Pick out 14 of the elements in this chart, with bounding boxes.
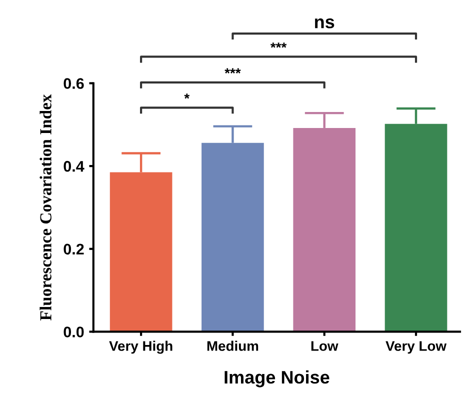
annotation: * [184, 94, 190, 99]
y-axis-title: Fluorescence Covariation Index [40, 94, 52, 320]
y-tick-label: 0.6 [64, 78, 84, 89]
x-axis-title: Image Noise [224, 370, 330, 388]
y-tick-label: 0.4 [64, 160, 84, 172]
x-tick-label: Medium [207, 340, 258, 351]
y-tick-label: 0.0 [64, 326, 84, 338]
x-tick-label: Very High [109, 340, 172, 354]
y-tick-label: 0.2 [64, 244, 84, 255]
text: ns [315, 18, 334, 28]
text: *** [224, 68, 241, 74]
x-tick-label: Low [311, 341, 338, 351]
text: *** [270, 42, 287, 48]
x-tick-label: Very Low [386, 341, 447, 354]
